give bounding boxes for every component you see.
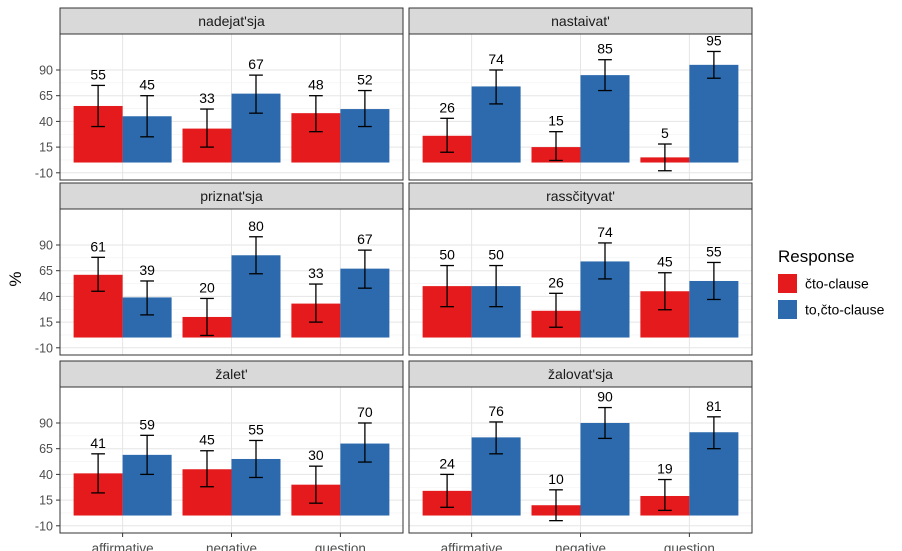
y-tick-label: 40 [39,290,53,304]
data-label: 45 [657,254,673,270]
panel-border [59,33,404,181]
data-label: 74 [597,224,613,240]
x-tick-label: affirmative [441,541,503,551]
data-label: 67 [357,231,373,247]
legend: Response čto-clause to,čto-clause [778,247,885,319]
data-label: 5 [661,125,669,141]
data-label: 26 [548,274,564,290]
data-label: 59 [139,416,155,432]
x-tick-label: affirmative [92,541,154,551]
panel-border [408,208,753,356]
data-label: 55 [90,66,106,82]
data-label: 50 [488,247,504,263]
data-label: 41 [90,435,106,451]
facet-strip [59,7,404,35]
y-tick-label: -10 [35,341,53,355]
y-tick-label: 90 [39,63,53,77]
data-label: 85 [597,41,613,57]
data-label: 61 [90,238,106,254]
y-tick-label: 65 [39,89,53,103]
y-tick-label: 90 [39,416,53,430]
legend-label: čto-clause [805,276,869,292]
y-tick-label: -10 [35,519,53,533]
data-label: 81 [706,398,722,414]
facet-title: priznat'sja [200,188,263,204]
data-label: 45 [199,432,215,448]
data-label: 55 [706,243,722,259]
data-label: 95 [706,32,722,48]
legend-key [778,300,797,319]
x-tick-label: question [664,541,715,551]
facet-panel-1: nastaivat' 26 15 5 74 85 95 [408,7,753,181]
facet-title: nadejat'sja [198,13,265,29]
y-tick-label: 15 [39,494,53,508]
facet-panel-5: žalovat'sja 24 10 19 76 90 81 affirmative negati… [408,360,753,551]
data-label: 45 [139,77,155,93]
data-label: 19 [657,461,673,477]
data-label: 10 [548,471,564,487]
facet-strip [59,182,404,210]
facet-strip [408,7,753,35]
facet-panel-0: nadejat'sja 55 33 48 45 67 52 -10 15 40 65 90 [35,7,404,181]
data-label: 52 [357,72,373,88]
bar [689,64,739,163]
legend-title: Response [778,247,855,266]
data-label: 24 [439,455,455,471]
data-label: 48 [308,77,324,93]
legend-label: to,čto-clause [805,302,885,318]
y-axis-title: % [6,271,25,286]
data-label: 67 [248,56,264,72]
x-tick-label: negative [555,541,606,551]
data-label: 33 [199,90,215,106]
data-label: 20 [199,279,215,295]
data-label: 39 [139,262,155,278]
y-tick-label: 40 [39,115,53,129]
facet-title: rassčityvat' [546,188,615,204]
y-tick-label: 65 [39,264,53,278]
y-tick-label: 65 [39,442,53,456]
x-tick-label: negative [206,541,257,551]
facet-title: žalet' [215,366,247,382]
data-label: 90 [597,389,613,405]
panel-border [59,208,404,356]
data-label: 50 [439,247,455,263]
facet-panel-3: rassčityvat' 50 26 45 50 74 55 [408,182,753,356]
data-label: 15 [548,113,564,129]
data-label: 55 [248,421,264,437]
facet-panel-2: priznat'sja 61 20 33 39 80 67 -10 15 40 65 90 [35,182,404,356]
facet-panel-4: žalet' 41 45 30 59 55 70 -10 15 40 65 90 affirmative… [35,360,404,551]
panel-border [408,33,753,181]
x-tick-label: question [315,541,366,551]
facet-title: žalovat'sja [548,366,613,382]
facet-strip [408,360,753,388]
y-tick-label: 15 [39,316,53,330]
legend-key [778,274,797,293]
y-tick-label: 15 [39,141,53,155]
facet-title: nastaivat' [551,13,610,29]
data-label: 76 [488,403,504,419]
facet-strip [408,182,753,210]
data-label: 80 [248,218,264,234]
data-label: 33 [308,265,324,281]
y-tick-label: 40 [39,468,53,482]
data-label: 26 [439,99,455,115]
y-tick-label: -10 [35,166,53,180]
y-tick-label: 90 [39,238,53,252]
data-label: 30 [308,447,324,463]
data-label: 70 [357,404,373,420]
data-label: 74 [488,51,504,67]
